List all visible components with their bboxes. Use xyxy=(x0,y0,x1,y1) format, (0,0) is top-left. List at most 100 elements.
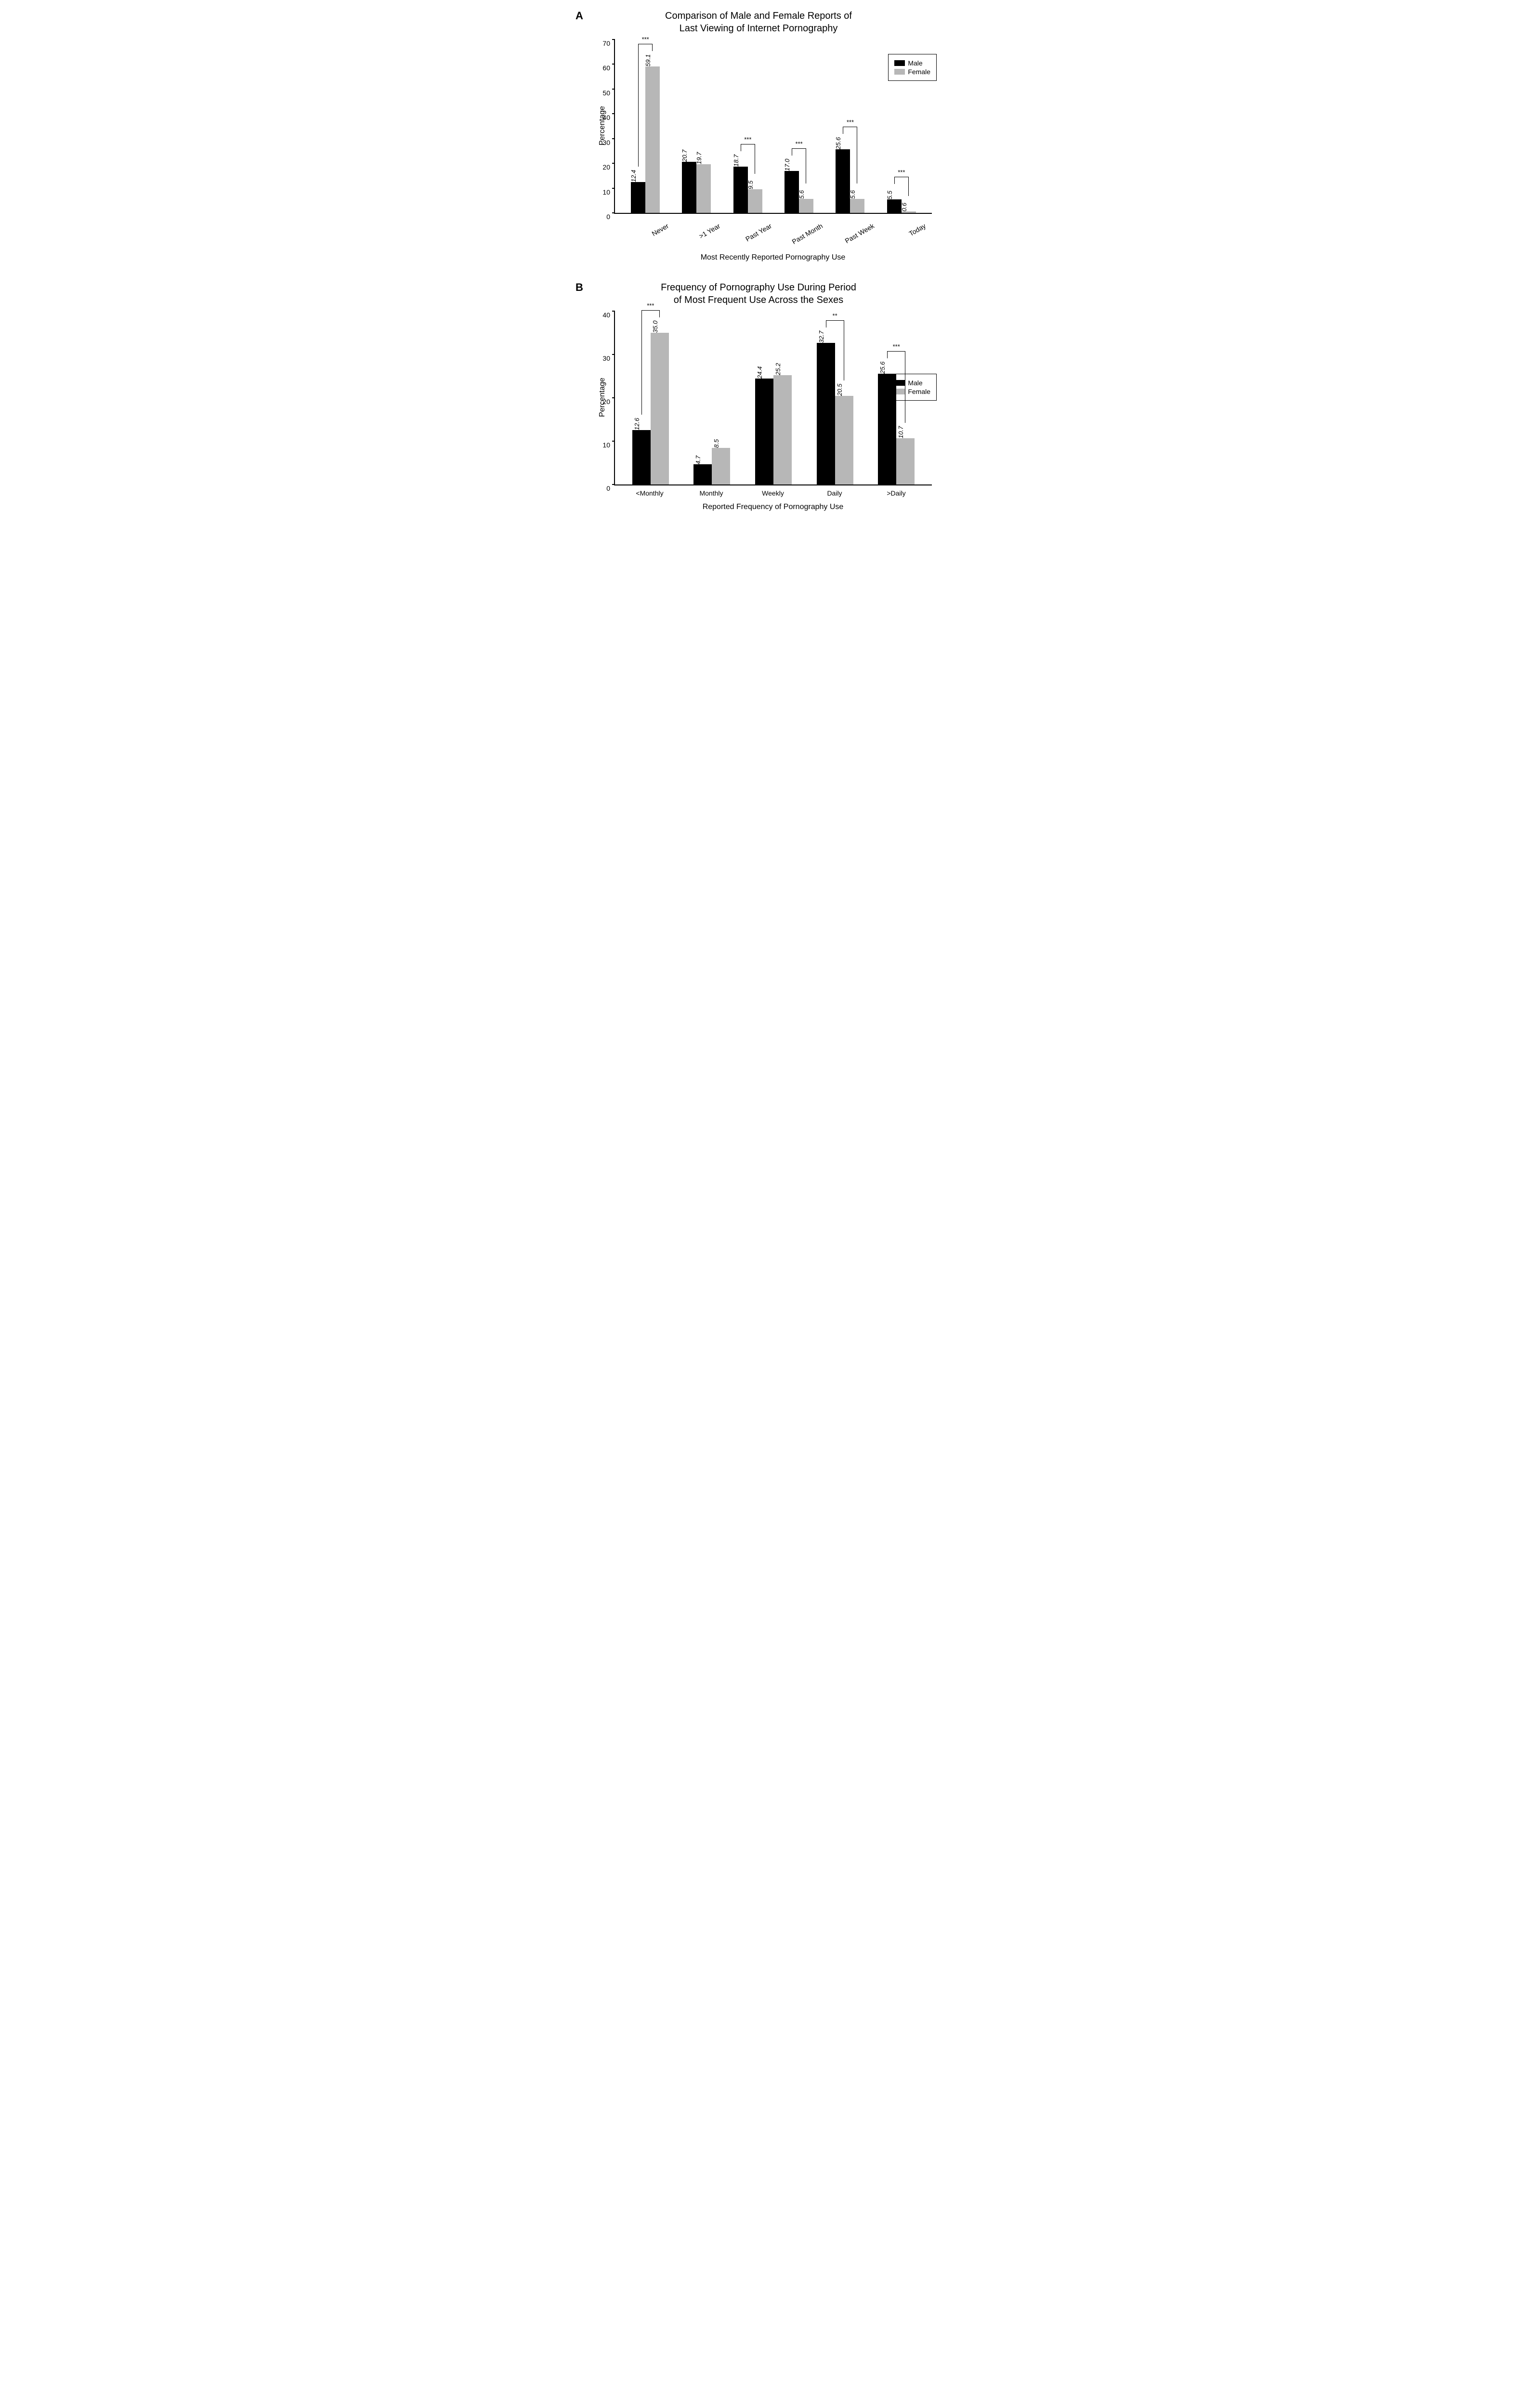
significance-text: ** xyxy=(833,312,837,319)
bar-group: 18.79.5*** xyxy=(733,167,762,213)
bracket-line xyxy=(641,311,642,415)
bar-value-label: 10.7 xyxy=(897,426,905,438)
bar-female: 9.5 xyxy=(748,189,762,213)
bar-value-label: 20.5 xyxy=(836,383,844,395)
bar-group: 24.425.2 xyxy=(755,375,792,484)
bracket-line xyxy=(652,44,653,51)
bar-value-label: 12.4 xyxy=(630,170,638,182)
bar-value-label: 32.7 xyxy=(818,330,826,342)
bar-group: 25.65.6*** xyxy=(836,149,864,213)
y-tick-label: 10 xyxy=(602,441,615,449)
x-category-label: Past Week xyxy=(836,218,876,248)
bar-female: 20.5 xyxy=(835,396,853,485)
title-line-1: Comparison of Male and Female Reports of xyxy=(665,11,852,21)
significance-text: *** xyxy=(744,136,751,143)
bar-value-label: 20.7 xyxy=(681,149,689,161)
x-category-label: Daily xyxy=(811,489,858,497)
y-tick-label: 10 xyxy=(602,188,615,196)
panel-b-label: B xyxy=(575,281,583,294)
bar-group: 32.720.5** xyxy=(817,343,853,484)
bar-male: 17.0 xyxy=(785,171,799,213)
panel-b: B Frequency of Pornography Use During Pe… xyxy=(575,281,942,511)
panel-a-plot: Male Female 01020304050607012.459.1***20… xyxy=(614,39,932,214)
significance-text: *** xyxy=(647,302,654,309)
bar-value-label: 0.6 xyxy=(901,203,909,211)
bar-male: 5.5 xyxy=(887,199,902,213)
bar-group: 5.50.6*** xyxy=(887,199,916,213)
bar-group: 17.05.6*** xyxy=(785,171,813,213)
y-tick-label: 20 xyxy=(602,398,615,406)
panel-b-plot: Male Female 01020304012.635.0***4.78.524… xyxy=(614,311,932,485)
bar-value-label: 18.7 xyxy=(732,155,741,167)
bar-value-label: 8.5 xyxy=(713,439,721,447)
panel-b-title: Frequency of Pornography Use During Peri… xyxy=(575,281,942,306)
x-category-label: Weekly xyxy=(750,489,796,497)
bar-female: 19.7 xyxy=(696,164,711,213)
bar-female: 59.1 xyxy=(645,66,660,213)
figure-container: A Comparison of Male and Female Reports … xyxy=(575,10,942,511)
panel-b-chart-area: Percentage Male Female 01020304012.635.0… xyxy=(614,311,932,511)
x-category-label: Monthly xyxy=(688,489,734,497)
title-line-2: of Most Frequent Use Across the Sexes xyxy=(674,295,843,305)
panel-a-chart-area: Percentage Male Female 01020304050607012… xyxy=(614,39,932,262)
x-category-label: Past Month xyxy=(785,218,824,248)
panel-a-label: A xyxy=(575,10,583,22)
bar-group: 12.459.1*** xyxy=(631,66,660,213)
bar-male: 4.7 xyxy=(693,464,712,484)
x-category-label: Never xyxy=(630,218,670,248)
bar-value-label: 5.6 xyxy=(798,190,806,199)
bar-group: 25.610.7*** xyxy=(878,374,915,484)
bracket-line xyxy=(638,44,639,167)
panel-a-title: Comparison of Male and Female Reports of… xyxy=(575,10,942,35)
bar-value-label: 59.1 xyxy=(644,54,653,66)
bracket-line xyxy=(894,177,895,184)
bar-male: 20.7 xyxy=(682,162,696,213)
bar-male: 25.6 xyxy=(878,374,896,484)
y-tick-label: 20 xyxy=(602,163,615,171)
bar-female: 5.6 xyxy=(799,199,813,213)
significance-text: *** xyxy=(642,36,649,43)
panel-a-xlabel: Most Recently Reported Pornography Use xyxy=(614,253,932,262)
bar-female: 10.7 xyxy=(896,438,915,484)
x-category-label: >Daily xyxy=(873,489,919,497)
bar-value-label: 17.0 xyxy=(784,158,792,170)
y-tick-label: 60 xyxy=(602,64,615,72)
bar-male: 18.7 xyxy=(733,167,748,213)
bar-group: 4.78.5 xyxy=(693,448,730,485)
significance-text: *** xyxy=(898,169,905,176)
bar-value-label: 19.7 xyxy=(695,152,704,164)
x-category-label: >1 Year xyxy=(682,218,721,248)
y-tick-label: 50 xyxy=(602,89,615,97)
y-tick-label: 40 xyxy=(602,114,615,121)
significance-text: *** xyxy=(796,140,803,147)
panel-b-xlabel: Reported Frequency of Pornography Use xyxy=(614,503,932,511)
bars-row: 12.635.0***4.78.524.425.232.720.5**25.61… xyxy=(615,311,932,484)
bar-value-label: 5.6 xyxy=(849,190,857,199)
bar-male: 24.4 xyxy=(755,379,773,484)
y-tick-label: 30 xyxy=(602,139,615,146)
bar-male: 12.4 xyxy=(631,182,645,213)
x-category-label: Past Year xyxy=(733,218,772,248)
panel-a-x-categories: Never>1 YearPast YearPast MonthPast Week… xyxy=(614,218,932,230)
bar-female: 8.5 xyxy=(712,448,730,485)
significance-text: *** xyxy=(893,343,900,350)
x-category-label: Today xyxy=(887,218,927,248)
bar-male: 25.6 xyxy=(836,149,850,213)
significance-bracket: *** xyxy=(792,148,806,149)
bar-value-label: 25.2 xyxy=(774,363,783,375)
title-line-1: Frequency of Pornography Use During Peri… xyxy=(661,282,856,293)
bar-female: 0.6 xyxy=(902,211,916,213)
bracket-line xyxy=(659,311,660,317)
bar-value-label: 24.4 xyxy=(756,366,764,379)
significance-bracket: *** xyxy=(887,351,905,352)
bar-group: 20.719.7 xyxy=(682,162,711,213)
bar-value-label: 25.6 xyxy=(879,361,887,373)
panel-b-x-categories: <MonthlyMonthlyWeeklyDaily>Daily xyxy=(614,489,932,497)
bar-value-label: 12.6 xyxy=(633,418,641,430)
significance-bracket: *** xyxy=(641,310,660,311)
bar-value-label: 35.0 xyxy=(652,321,660,333)
bar-male: 32.7 xyxy=(817,343,835,484)
y-tick-label: 0 xyxy=(606,484,615,492)
bar-female: 25.2 xyxy=(773,375,792,484)
bars-row: 12.459.1***20.719.718.79.5***17.05.6***2… xyxy=(615,39,932,213)
